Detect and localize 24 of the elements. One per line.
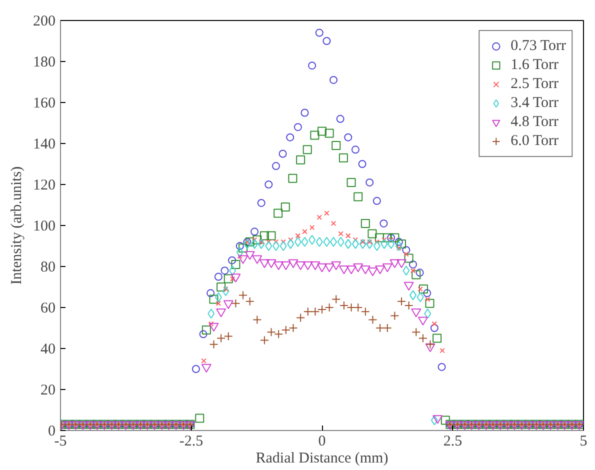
y-tick-label: 80 — [40, 260, 56, 276]
y-tick-label: 200 — [33, 14, 56, 30]
legend-label: 1.6 Torr — [510, 56, 558, 74]
y-tick-label: 180 — [33, 54, 56, 70]
y-tick-label: 100 — [33, 218, 56, 234]
y-tick-label: 0 — [48, 424, 56, 440]
y-tick-label: 120 — [33, 178, 56, 194]
x-tick-label: -5 — [54, 434, 67, 450]
legend-label: 3.4 Torr — [510, 94, 558, 112]
y-axis-title: Intensity (arb.units) — [9, 166, 25, 285]
y-tick-label: 160 — [33, 96, 56, 112]
y-tick-label: 60 — [40, 300, 56, 316]
legend-label: 6.0 Torr — [510, 132, 558, 150]
x-tick-label: -2.5 — [179, 434, 204, 450]
y-tick-label: 20 — [40, 382, 56, 398]
legend-label: 2.5 Torr — [510, 75, 558, 93]
legend-label: 4.8 Torr — [510, 113, 558, 131]
x-axis-title: Radial Distance (mm) — [256, 450, 388, 466]
x-tick-label: 0 — [318, 434, 326, 450]
y-tick-label: 40 — [40, 342, 56, 358]
x-tick-label: 5 — [580, 434, 588, 450]
y-tick-label: 140 — [33, 136, 56, 152]
legend-label: 0.73 Torr — [510, 37, 566, 55]
x-tick-label: 2.5 — [443, 434, 462, 450]
